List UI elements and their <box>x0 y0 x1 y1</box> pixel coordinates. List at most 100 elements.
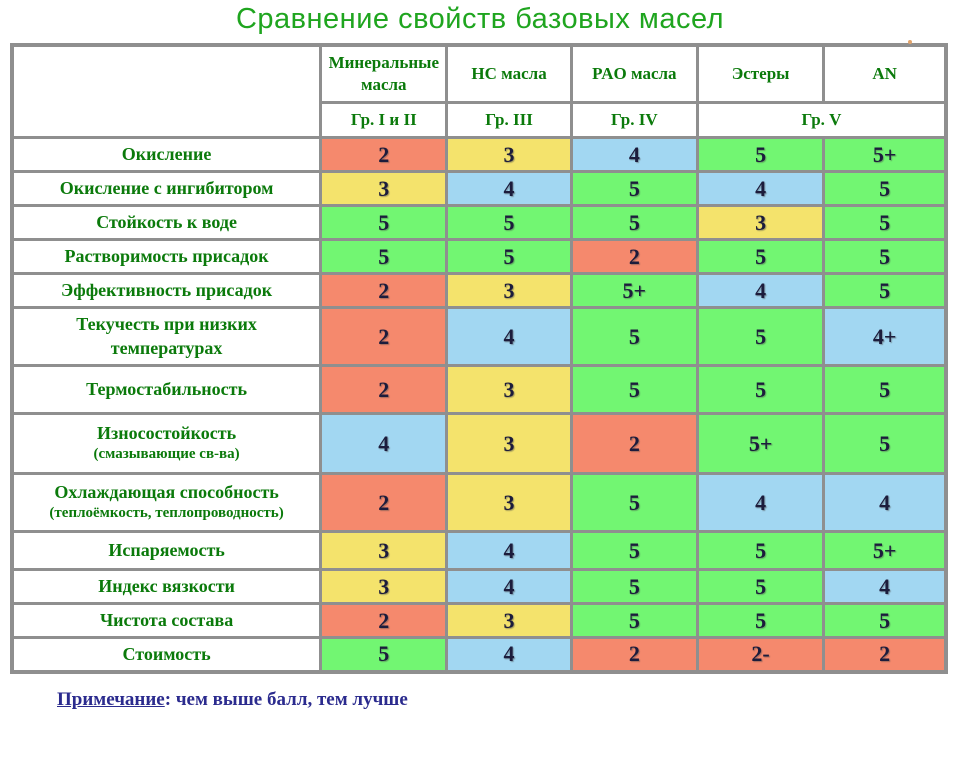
score-cell: 3 <box>445 136 573 173</box>
score-cell: 4 <box>822 472 948 533</box>
score-cell: 2- <box>695 636 826 673</box>
score-cell: 5 <box>569 602 699 639</box>
page-title: Сравнение свойств базовых масел <box>235 3 725 35</box>
score-cell: 3 <box>445 602 573 639</box>
score-cell: 5 <box>569 306 699 367</box>
row-label: Текучесть при низких температурах <box>10 306 323 367</box>
score-cell: 4 <box>569 136 699 173</box>
score-cell: 4 <box>695 272 826 309</box>
score-cell: 5 <box>822 602 948 639</box>
score-cell: 5 <box>695 568 826 605</box>
row-label-text: Окисление с ингибитором <box>59 177 274 198</box>
group-header-3: Гр. III <box>445 101 573 139</box>
score-cell: 5 <box>822 364 948 415</box>
score-cell: 4 <box>445 530 573 571</box>
table-row: Термостабильность 2 3 5 5 5 <box>10 364 948 415</box>
header-row-names: Минеральные масла HC масла PAO масла Эст… <box>10 43 948 139</box>
row-label-text: Чистота состава <box>99 609 234 630</box>
score-cell: 5 <box>822 170 948 207</box>
group-header-4: Гр. IV <box>569 101 699 139</box>
score-cell: 5 <box>445 238 573 275</box>
row-label: Охлаждающая способность (теплоёмкость, те… <box>10 472 323 533</box>
row-label-text: Износостойкость <box>97 423 237 444</box>
score-cell: 5 <box>822 412 948 475</box>
score-cell: 5 <box>695 530 826 571</box>
artifact-dot <box>908 40 912 44</box>
score-cell: 5 <box>319 636 449 673</box>
row-sublabel-text: (смазывающие св-ва) <box>93 446 240 463</box>
row-label: Термостабильность <box>10 364 323 415</box>
score-cell: 4 <box>319 412 449 475</box>
score-cell: 5 <box>569 568 699 605</box>
row-sublabel-text: (теплоёмкость, теплопроводность) <box>49 505 284 522</box>
row-label: Растворимость присадок <box>10 238 323 275</box>
table-header: Минеральные масла HC масла PAO масла Эст… <box>10 43 948 139</box>
score-cell: 2 <box>569 412 699 475</box>
corner-cell <box>10 43 323 139</box>
score-cell: 4 <box>695 472 826 533</box>
row-label-text: Испаряемость <box>108 539 225 560</box>
score-cell: 5 <box>319 204 449 241</box>
score-cell: 5 <box>569 364 699 415</box>
score-cell: 2 <box>319 306 449 367</box>
table-row: Эффективность присадок 2 3 5+ 4 5 <box>10 272 948 309</box>
row-label: Стойкость к воде <box>10 204 323 241</box>
score-cell: 5 <box>445 204 573 241</box>
score-cell: 5 <box>695 238 826 275</box>
row-label: Окисление <box>10 136 323 173</box>
score-cell: 5 <box>569 204 699 241</box>
table-row: Стоимость 5 4 2 2- 2 <box>10 636 948 673</box>
note-label: Примечание <box>57 688 165 710</box>
score-cell: 3 <box>319 530 449 571</box>
score-cell: 3 <box>445 412 573 475</box>
base-oil-comparison-table: Минеральные масла HC масла PAO масла Эст… <box>10 43 948 674</box>
row-label: Износостойкость (смазывающие св-ва) <box>10 412 323 475</box>
table-row: Растворимость присадок 5 5 2 5 5 <box>10 238 948 275</box>
score-cell: 5 <box>695 602 826 639</box>
score-cell: 5 <box>569 530 699 571</box>
score-cell: 2 <box>569 636 699 673</box>
score-cell: 3 <box>445 272 573 309</box>
score-cell: 5+ <box>822 136 948 173</box>
score-cell: 5 <box>822 204 948 241</box>
score-cell: 2 <box>319 136 449 173</box>
score-cell: 4 <box>445 568 573 605</box>
table-row: Окисление 2 3 4 5 5+ <box>10 136 948 173</box>
score-cell: 3 <box>445 364 573 415</box>
score-cell: 3 <box>445 472 573 533</box>
row-label-text: Охлаждающая способность <box>54 482 279 503</box>
row-label-text: Окисление <box>121 143 212 164</box>
footer-note: Примечание: чем выше балл, тем лучше <box>57 689 960 711</box>
table-row: Текучесть при низких температурах 2 4 5 5 4+ <box>10 306 948 367</box>
score-cell: 2 <box>319 602 449 639</box>
score-cell: 5 <box>569 170 699 207</box>
score-cell: 5 <box>695 364 826 415</box>
score-cell: 4+ <box>822 306 948 367</box>
note-text: : чем выше балл, тем лучше <box>164 688 408 710</box>
score-cell: 4 <box>445 636 573 673</box>
col-header-pao-oils: PAO масла <box>569 43 699 104</box>
score-cell: 5 <box>569 472 699 533</box>
score-cell: 5 <box>695 306 826 367</box>
row-label-text: Эффективность присадок <box>61 279 273 300</box>
table-row: Испаряемость 3 4 5 5 5+ <box>10 530 948 571</box>
group-header-5: Гр. V <box>695 101 948 139</box>
score-cell: 2 <box>319 272 449 309</box>
score-cell: 5 <box>695 136 826 173</box>
col-header-mineral-oils: Минеральные масла <box>319 43 449 104</box>
row-label: Эффективность присадок <box>10 272 323 309</box>
score-cell: 2 <box>319 472 449 533</box>
row-label-text: Стойкость к воде <box>96 211 237 232</box>
group-header-1-2: Гр. I и II <box>319 101 449 139</box>
score-cell: 5+ <box>695 412 826 475</box>
score-cell: 5 <box>319 238 449 275</box>
row-label: Стоимость <box>10 636 323 673</box>
score-cell: 4 <box>445 170 573 207</box>
col-header-hc-oils: HC масла <box>445 43 573 104</box>
table-body: Окисление 2 3 4 5 5+ Окисление с ингибитором 3 4… <box>10 136 948 673</box>
row-label: Окисление с ингибитором <box>10 170 323 207</box>
score-cell: 3 <box>319 170 449 207</box>
score-cell: 4 <box>695 170 826 207</box>
score-cell: 5+ <box>822 530 948 571</box>
row-label-text: Стоимость <box>122 643 211 664</box>
